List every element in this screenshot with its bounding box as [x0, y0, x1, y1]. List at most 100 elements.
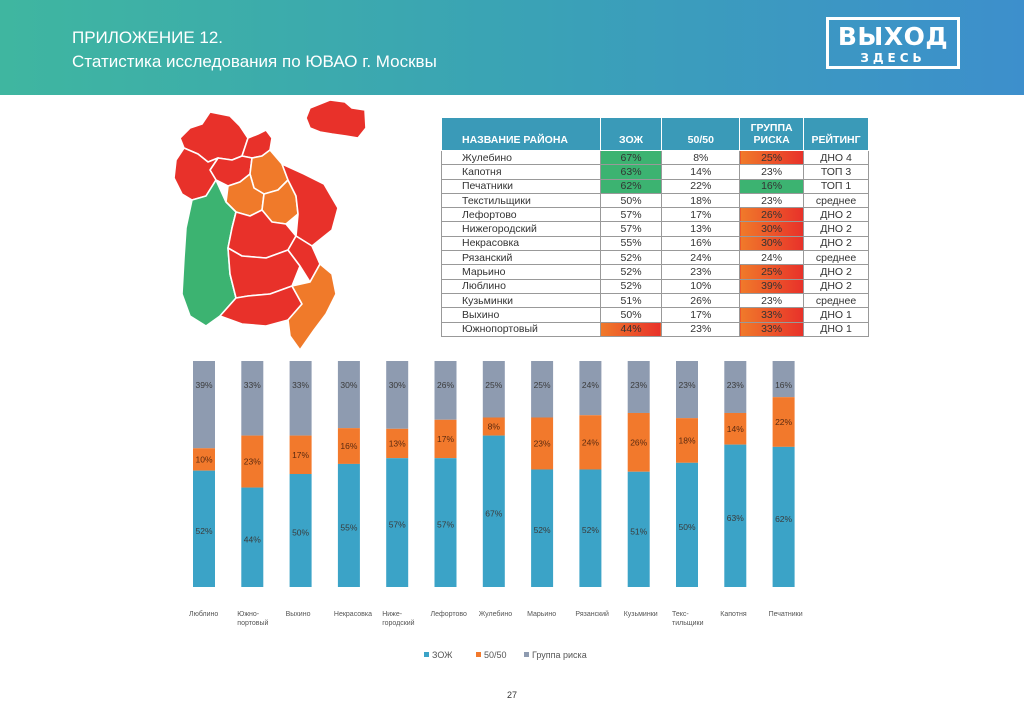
data-label-zozh: 55% [340, 522, 357, 532]
data-label-zozh: 52% [534, 525, 551, 535]
legend-swatch [476, 652, 481, 657]
bar-group: 23% 14% 63% [724, 361, 747, 587]
category-label: Люблино [189, 610, 218, 618]
bar-group: 25% 8% 67% [482, 361, 505, 587]
zozh-cell: 57% [599, 207, 663, 223]
zozh-cell: 52% [599, 264, 663, 280]
bar-fifty-segment [676, 418, 698, 463]
bar-risk-segment [241, 361, 264, 436]
legend-label: Группа риска [532, 650, 587, 660]
rating-cell: ДНО 2 [803, 221, 869, 237]
bar-zozh-segment [434, 458, 457, 587]
category-label: Текс-тильщики [672, 611, 704, 627]
rating-cell: ДНО 4 [803, 149, 869, 166]
category-label: Лефортово [431, 611, 468, 618]
bar-zozh-segment [386, 458, 409, 587]
data-label-fifty: 8% [488, 422, 501, 432]
data-label-fifty: 10% [195, 454, 212, 464]
data-label-zozh: 62% [775, 514, 792, 524]
risk-group-cell: 33% [739, 307, 805, 323]
table-row: Нижегородский 57% 13% 30% ДНО 2 [441, 221, 869, 237]
data-label-risk: 30% [389, 380, 406, 390]
data-label-zozh: 63% [727, 513, 744, 523]
fifty-cell: 17% [661, 307, 741, 323]
data-label-fifty: 24% [582, 437, 599, 447]
bar-fifty-segment [337, 428, 360, 464]
risk-group-cell: 23% [739, 292, 805, 309]
data-label-risk: 23% [630, 380, 647, 390]
zozh-cell: 52% [599, 278, 663, 294]
bar-zozh-segment [531, 469, 554, 587]
rating-cell: среднее [803, 250, 869, 266]
bar-zozh-segment [579, 469, 602, 587]
risk-group-cell: 23% [739, 192, 805, 209]
legend-label: ЗОЖ [432, 650, 453, 660]
bar-fifty-segment [289, 435, 312, 474]
fifty-cell: 13% [661, 221, 741, 237]
bar-fifty-segment [627, 412, 650, 472]
fifty-cell: 14% [661, 164, 741, 180]
risk-group-cell: 30% [739, 235, 805, 252]
bar-risk-segment [482, 361, 505, 418]
data-label-fifty: 23% [244, 457, 261, 467]
fifty-cell: 24% [661, 250, 741, 266]
bar-fifty-segment [531, 417, 554, 470]
zozh-cell: 51% [599, 292, 663, 309]
bar-zozh-segment [627, 471, 650, 587]
data-label-zozh: 57% [437, 520, 454, 530]
fifty-cell: 8% [661, 149, 741, 166]
bar-zozh-segment [676, 462, 698, 587]
rating-cell: ДНО 2 [803, 278, 869, 294]
bar-fifty-segment [241, 435, 264, 488]
category-label: Печатники [769, 611, 803, 618]
district-name-cell: Лефортово [441, 207, 601, 223]
district-name-cell: Южнопортовый [441, 321, 601, 337]
data-label-fifty: 17% [292, 450, 309, 460]
data-label-risk: 16% [775, 380, 792, 390]
data-label-risk: 39% [195, 380, 212, 390]
legend-label: 50/50 [484, 650, 507, 660]
zozh-cell: 52% [599, 250, 663, 266]
title-line-2: Статистика исследования по ЮВАО г. Москв… [72, 52, 437, 71]
fifty-cell: 18% [661, 192, 741, 209]
category-label: Марьино [527, 611, 556, 618]
table-row: Некрасовка 55% 16% 30% ДНО 2 [441, 235, 869, 252]
map-region-pechatniki [305, 99, 367, 139]
risk-group-cell: 24% [739, 250, 805, 266]
zozh-cell: 57% [599, 221, 663, 237]
header-district-name: НАЗВАНИЕ РАЙОНА [441, 117, 601, 151]
bar-risk-segment [337, 361, 360, 429]
risk-group-cell: 25% [739, 149, 805, 166]
bar-fifty-segment [386, 428, 409, 459]
rating-cell: ДНО 2 [803, 235, 869, 252]
bar-zozh-segment [193, 470, 215, 587]
fifty-cell: 17% [661, 207, 741, 223]
bar-fifty-segment [772, 397, 795, 447]
district-map [173, 99, 367, 351]
bar-group: 25% 23% 52% [531, 361, 554, 587]
bar-risk-segment [531, 361, 554, 418]
data-label-risk: 30% [340, 380, 357, 390]
bar-fifty-segment [193, 448, 215, 471]
risk-group-cell: 26% [739, 207, 805, 223]
data-label-zozh: 44% [244, 534, 261, 544]
rating-cell: ТОП 1 [803, 178, 869, 194]
fifty-cell: 16% [661, 235, 741, 252]
header-zozh: ЗОЖ [599, 117, 663, 151]
risk-group-cell: 33% [739, 321, 805, 337]
data-label-fifty: 22% [775, 417, 792, 427]
data-label-fifty: 18% [678, 435, 695, 445]
bar-risk-segment [772, 361, 795, 398]
title-line-1: ПРИЛОЖЕНИЕ 12. [72, 28, 224, 47]
bar-risk-segment [434, 361, 457, 420]
data-label-risk: 24% [582, 380, 599, 390]
rating-cell: ДНО 1 [803, 307, 869, 323]
data-label-zozh: 50% [678, 522, 695, 532]
chart-legend: ЗОЖ 50/50 Группа риска [424, 650, 587, 660]
data-label-fifty: 14% [727, 424, 744, 434]
data-label-zozh: 50% [292, 528, 309, 538]
category-label: Жулебино [479, 610, 512, 618]
bar-group: 26% 17% 57% [434, 361, 457, 587]
district-name-cell: Некрасовка [441, 235, 601, 252]
bar-group: 16% 22% 62% [772, 361, 795, 587]
